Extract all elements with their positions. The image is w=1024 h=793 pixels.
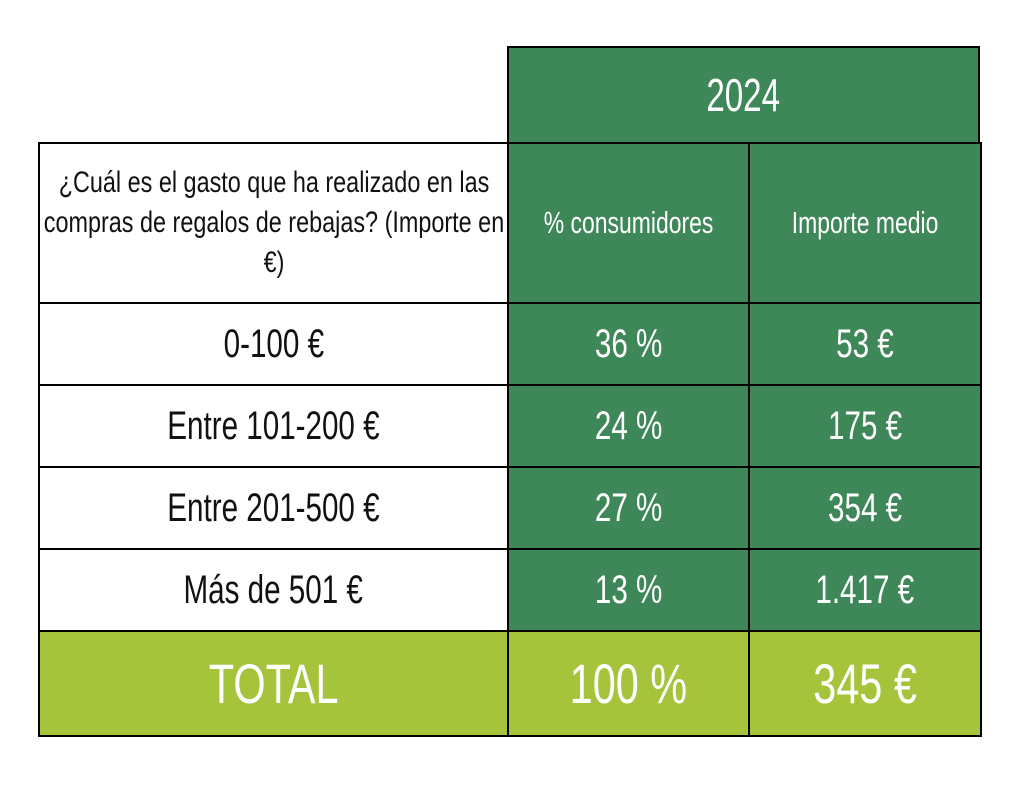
amount-cell: 53 € bbox=[748, 302, 982, 386]
spending-table: ¿Cuál es el gasto que ha realizado en la… bbox=[38, 142, 982, 737]
row-label-text: Más de 501 € bbox=[183, 567, 364, 612]
row-label: Entre 101-200 € bbox=[38, 384, 509, 468]
total-amount: 345 € bbox=[813, 652, 917, 715]
total-row: TOTAL 100 % 345 € bbox=[38, 630, 982, 737]
pct-cell: 27 % bbox=[507, 466, 750, 550]
column-header-average: Importe medio bbox=[748, 142, 982, 304]
pct-value: 36 % bbox=[594, 321, 663, 366]
total-pct-cell: 100 % bbox=[507, 630, 750, 737]
total-amount-cell: 345 € bbox=[748, 630, 982, 737]
year-header: 2024 bbox=[507, 46, 980, 142]
total-label: TOTAL bbox=[208, 652, 339, 715]
pct-value: 13 % bbox=[594, 567, 663, 612]
column-header-label: % consumidores bbox=[543, 205, 714, 240]
total-pct: 100 % bbox=[569, 652, 688, 715]
column-header-consumers: % consumidores bbox=[507, 142, 750, 304]
amount-value: 175 € bbox=[827, 403, 903, 448]
question-cell: ¿Cuál es el gasto que ha realizado en la… bbox=[38, 142, 509, 304]
row-label-text: Entre 101-200 € bbox=[167, 403, 380, 448]
row-label: Entre 201-500 € bbox=[38, 466, 509, 550]
pct-value: 27 % bbox=[594, 485, 663, 530]
year-label: 2024 bbox=[706, 69, 781, 121]
amount-value: 53 € bbox=[836, 321, 894, 366]
amount-value: 354 € bbox=[827, 485, 903, 530]
amount-cell: 354 € bbox=[748, 466, 982, 550]
pct-cell: 36 % bbox=[507, 302, 750, 386]
question-text: ¿Cuál es el gasto que ha realizado en la… bbox=[43, 166, 505, 279]
amount-cell: 1.417 € bbox=[748, 548, 982, 632]
row-label: 0-100 € bbox=[38, 302, 509, 386]
pct-value: 24 % bbox=[594, 403, 663, 448]
row-label-text: Entre 201-500 € bbox=[167, 485, 380, 530]
pct-cell: 13 % bbox=[507, 548, 750, 632]
pct-cell: 24 % bbox=[507, 384, 750, 468]
table-row: Más de 501 € 13 % 1.417 € bbox=[38, 548, 982, 632]
total-label-cell: TOTAL bbox=[38, 630, 509, 737]
row-label-text: 0-100 € bbox=[223, 321, 324, 366]
row-label: Más de 501 € bbox=[38, 548, 509, 632]
header-row: ¿Cuál es el gasto que ha realizado en la… bbox=[38, 142, 982, 304]
column-header-label: Importe medio bbox=[791, 205, 939, 240]
amount-value: 1.417 € bbox=[815, 567, 915, 612]
table-row: Entre 201-500 € 27 % 354 € bbox=[38, 466, 982, 550]
table-row: Entre 101-200 € 24 % 175 € bbox=[38, 384, 982, 468]
table-row: 0-100 € 36 % 53 € bbox=[38, 302, 982, 386]
amount-cell: 175 € bbox=[748, 384, 982, 468]
